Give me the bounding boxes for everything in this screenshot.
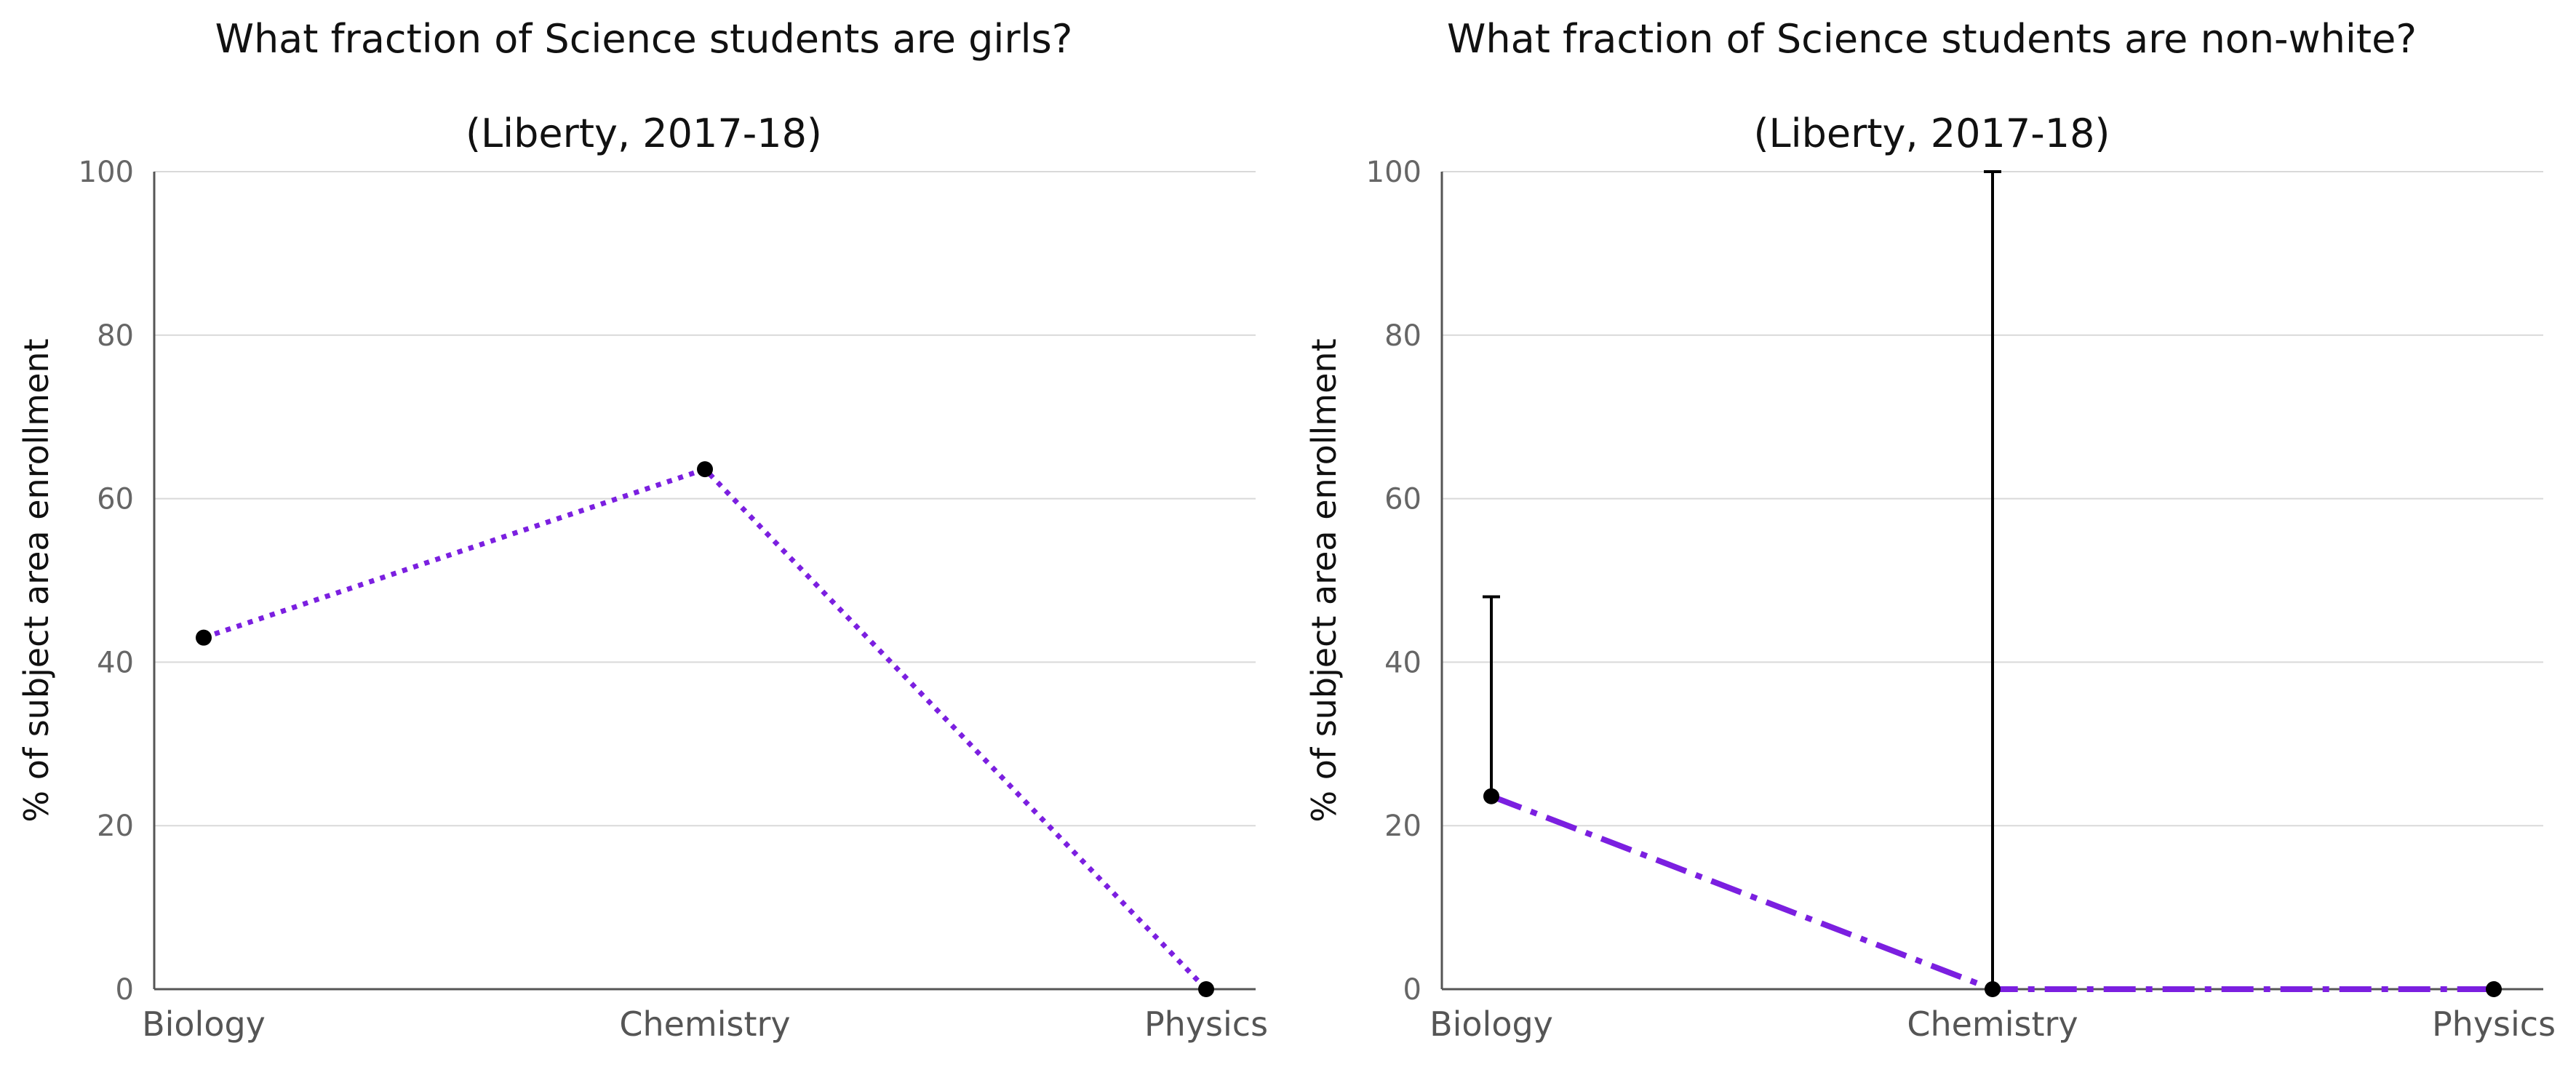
y-axis-label: % of subject area enrollment: [1304, 338, 1344, 822]
y-tick-label: 40: [97, 646, 134, 679]
y-tick-label: 80: [1384, 319, 1421, 353]
series-line: [202, 466, 1208, 991]
y-tick-label: 0: [116, 973, 134, 1007]
chart-subtitle: (Liberty, 2017-18): [465, 111, 822, 156]
plot-area: 0 20 40 60 80 100 Biology Chemistry Physics % of …: [17, 156, 1268, 1044]
x-tick-label: Chemistry: [619, 1004, 790, 1044]
x-tick-label: Physics: [2432, 1004, 2556, 1044]
y-tick-label: 60: [1384, 483, 1421, 516]
chart-title: What fraction of Science students are gi…: [215, 16, 1073, 62]
data-point: [196, 629, 212, 646]
y-tick-label: 100: [79, 156, 134, 189]
y-tick-label: 0: [1403, 973, 1421, 1007]
y-tick-label: 80: [97, 319, 134, 353]
chart-title: What fraction of Science students are no…: [1447, 16, 2417, 62]
data-point: [1483, 788, 1499, 804]
y-tick-label: 100: [1366, 156, 1421, 189]
x-tick-label: Physics: [1144, 1004, 1268, 1044]
x-tick-label: Biology: [1429, 1004, 1553, 1044]
y-tick-label: 40: [1384, 646, 1421, 679]
y-axis-label: % of subject area enrollment: [17, 338, 56, 822]
data-point: [1985, 981, 2001, 997]
x-tick-label: Chemistry: [1907, 1004, 2078, 1044]
y-tick-label: 20: [97, 810, 134, 843]
chart-subtitle: (Liberty, 2017-18): [1753, 111, 2110, 156]
data-point: [1198, 981, 1214, 997]
chart-non-white: What fraction of Science students are no…: [1288, 0, 2576, 1067]
chart-girls: What fraction of Science students are gi…: [17, 16, 1268, 1044]
y-tick-label: 60: [97, 483, 134, 516]
data-point: [2486, 981, 2502, 997]
x-tick-label: Biology: [142, 1004, 266, 1044]
y-tick-label: 20: [1384, 810, 1421, 843]
plot-area: 0 20 40 60 80 100 Biology Chemistry Physics % of …: [1304, 156, 2556, 1044]
data-point: [697, 461, 713, 478]
